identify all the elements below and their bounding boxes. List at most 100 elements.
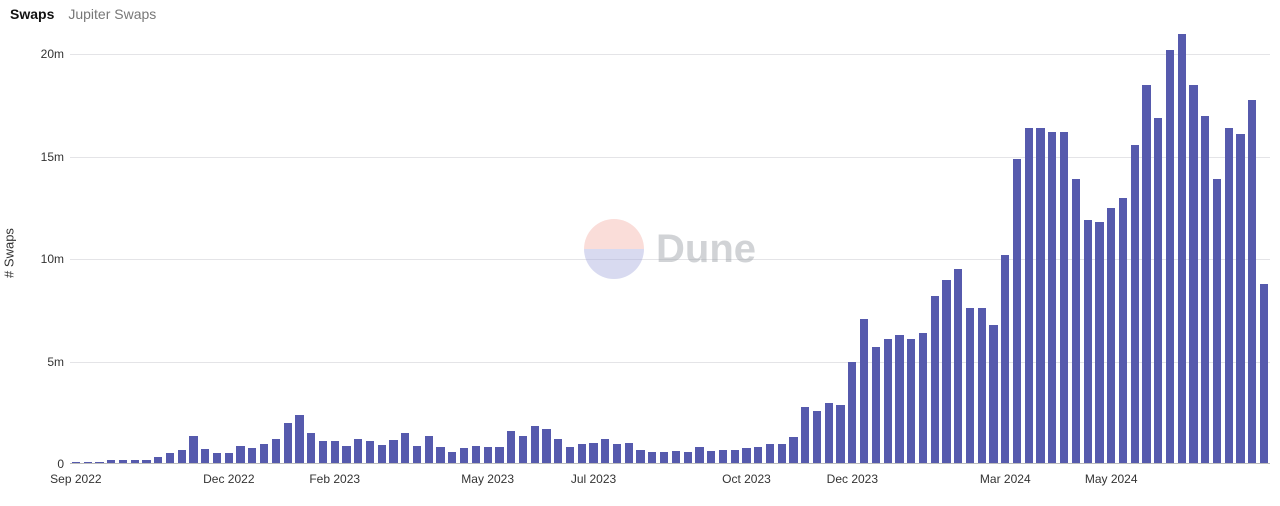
bar[interactable] bbox=[378, 445, 386, 464]
bar[interactable] bbox=[389, 440, 397, 464]
bar[interactable] bbox=[707, 451, 715, 464]
bar[interactable] bbox=[284, 423, 292, 464]
bar[interactable] bbox=[1142, 85, 1150, 464]
bar[interactable] bbox=[1201, 116, 1209, 464]
bar[interactable] bbox=[460, 448, 468, 464]
bar[interactable] bbox=[1166, 50, 1174, 464]
bar[interactable] bbox=[1131, 145, 1139, 464]
bar[interactable] bbox=[778, 444, 786, 464]
bar[interactable] bbox=[307, 433, 315, 464]
bar[interactable] bbox=[1095, 222, 1103, 464]
bar[interactable] bbox=[260, 444, 268, 464]
bar[interactable] bbox=[695, 447, 703, 464]
bar[interactable] bbox=[248, 448, 256, 464]
bar[interactable] bbox=[672, 451, 680, 464]
x-axis-line bbox=[70, 463, 1270, 464]
bar[interactable] bbox=[754, 447, 762, 464]
bar[interactable] bbox=[1048, 132, 1056, 464]
bar[interactable] bbox=[401, 433, 409, 464]
bar[interactable] bbox=[931, 296, 939, 464]
bar[interactable] bbox=[860, 319, 868, 464]
bar[interactable] bbox=[578, 444, 586, 464]
bar[interactable] bbox=[354, 439, 362, 464]
x-tick-label: May 2024 bbox=[1085, 472, 1138, 486]
bar[interactable] bbox=[331, 441, 339, 464]
bar[interactable] bbox=[848, 362, 856, 464]
bar[interactable] bbox=[907, 339, 915, 464]
bar[interactable] bbox=[872, 347, 880, 464]
bar[interactable] bbox=[836, 405, 844, 464]
bar[interactable] bbox=[1178, 34, 1186, 464]
bar[interactable] bbox=[178, 450, 186, 464]
bar[interactable] bbox=[566, 447, 574, 464]
bar[interactable] bbox=[884, 339, 892, 464]
chart-container: Swaps Jupiter Swaps # Swaps Dune 05m10m1… bbox=[0, 0, 1280, 506]
bar[interactable] bbox=[766, 444, 774, 464]
bar[interactable] bbox=[825, 403, 833, 464]
x-tick-label: May 2023 bbox=[461, 472, 514, 486]
bar[interactable] bbox=[719, 450, 727, 464]
bar[interactable] bbox=[519, 436, 527, 464]
bar[interactable] bbox=[789, 437, 797, 464]
bar[interactable] bbox=[295, 415, 303, 464]
bar[interactable] bbox=[1084, 220, 1092, 464]
x-tick-label: Sep 2022 bbox=[50, 472, 101, 486]
bar[interactable] bbox=[813, 411, 821, 464]
bar[interactable] bbox=[589, 443, 597, 465]
x-tick-label: Oct 2023 bbox=[722, 472, 771, 486]
bar[interactable] bbox=[1060, 132, 1068, 464]
bar[interactable] bbox=[1154, 118, 1162, 464]
bar[interactable] bbox=[601, 439, 609, 464]
bar[interactable] bbox=[189, 436, 197, 464]
bar[interactable] bbox=[472, 446, 480, 464]
bar[interactable] bbox=[636, 450, 644, 464]
bar[interactable] bbox=[1260, 284, 1268, 464]
bar[interactable] bbox=[919, 333, 927, 464]
bar[interactable] bbox=[1013, 159, 1021, 464]
bar[interactable] bbox=[613, 444, 621, 464]
bar[interactable] bbox=[425, 436, 433, 464]
bar[interactable] bbox=[742, 448, 750, 464]
bar[interactable] bbox=[1001, 255, 1009, 464]
x-tick-label: Dec 2022 bbox=[203, 472, 254, 486]
bar[interactable] bbox=[542, 429, 550, 464]
bar[interactable] bbox=[554, 439, 562, 464]
bar[interactable] bbox=[1213, 179, 1221, 464]
bar[interactable] bbox=[531, 426, 539, 464]
bar[interactable] bbox=[801, 407, 809, 464]
legend-item-inactive[interactable]: Jupiter Swaps bbox=[68, 6, 156, 22]
bar[interactable] bbox=[966, 308, 974, 464]
bar[interactable] bbox=[366, 441, 374, 464]
bar[interactable] bbox=[625, 443, 633, 465]
bar[interactable] bbox=[436, 447, 444, 464]
bar[interactable] bbox=[236, 446, 244, 464]
bar[interactable] bbox=[342, 446, 350, 464]
bar[interactable] bbox=[1225, 128, 1233, 464]
bar[interactable] bbox=[1189, 85, 1197, 464]
x-tick-label: Dec 2023 bbox=[827, 472, 878, 486]
bar[interactable] bbox=[978, 308, 986, 464]
bars-group bbox=[70, 34, 1270, 464]
bar[interactable] bbox=[272, 439, 280, 464]
bar[interactable] bbox=[1236, 134, 1244, 464]
bar[interactable] bbox=[1119, 198, 1127, 464]
bar[interactable] bbox=[1025, 128, 1033, 464]
legend-item-active[interactable]: Swaps bbox=[10, 6, 54, 22]
bar[interactable] bbox=[942, 280, 950, 464]
bar[interactable] bbox=[201, 449, 209, 464]
bar[interactable] bbox=[1072, 179, 1080, 464]
bar[interactable] bbox=[319, 441, 327, 464]
bar[interactable] bbox=[989, 325, 997, 464]
bar[interactable] bbox=[954, 269, 962, 464]
bar[interactable] bbox=[895, 335, 903, 464]
bar[interactable] bbox=[507, 431, 515, 464]
bar[interactable] bbox=[484, 447, 492, 464]
bar[interactable] bbox=[1248, 100, 1256, 464]
bar[interactable] bbox=[495, 447, 503, 464]
bar[interactable] bbox=[1036, 128, 1044, 464]
bar[interactable] bbox=[731, 450, 739, 464]
bar[interactable] bbox=[413, 446, 421, 464]
bar[interactable] bbox=[1107, 208, 1115, 464]
x-tick-label: Feb 2023 bbox=[309, 472, 360, 486]
y-tick-label: 20m bbox=[41, 47, 64, 61]
